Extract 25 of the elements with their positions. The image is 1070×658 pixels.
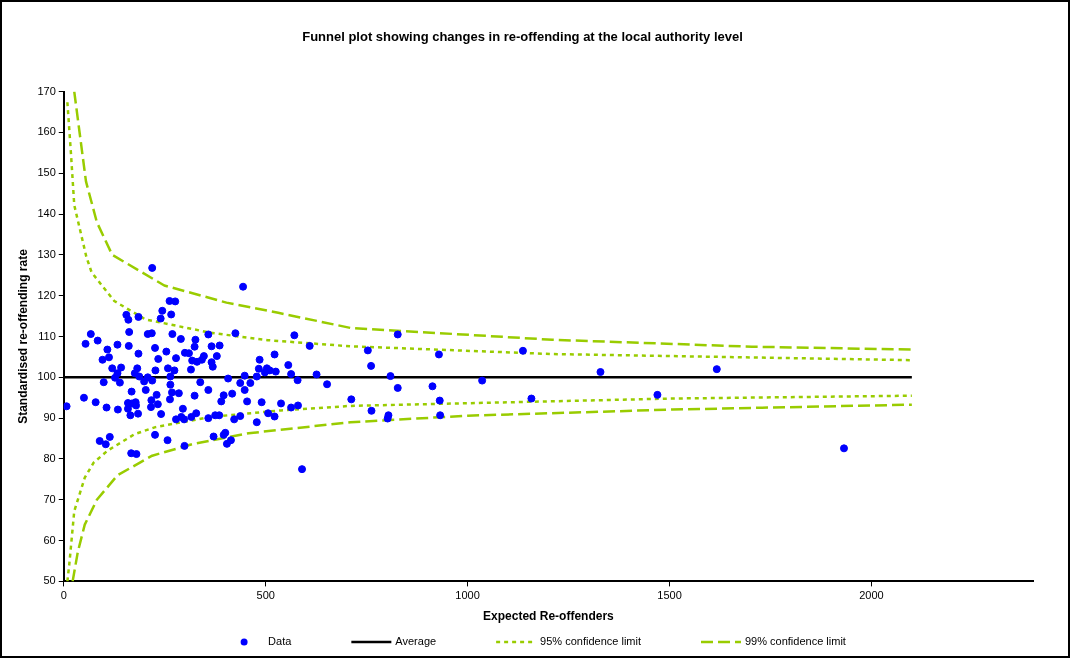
legend-label: Data xyxy=(268,635,293,648)
y-axis-title: Standardised re-offending rate xyxy=(15,248,30,424)
legend-label: Average xyxy=(395,635,437,648)
legend-label: 99% confidence limit xyxy=(745,635,846,648)
x-tick-label: 2000 xyxy=(859,589,884,602)
x-tick-label: 500 xyxy=(256,589,275,602)
y-tick-label: 60 xyxy=(43,533,56,546)
y-tick-label: 80 xyxy=(43,451,56,464)
y-tick-label: 90 xyxy=(43,411,56,424)
legend-label: 95% confidence limit xyxy=(540,635,642,648)
y-tick-label: 120 xyxy=(37,288,56,301)
x-axis-title: Expected Re-offenders xyxy=(483,609,615,624)
y-tick-label: 130 xyxy=(37,247,56,260)
y-tick-label: 70 xyxy=(43,492,56,505)
y-tick-label: 100 xyxy=(37,370,56,383)
y-tick-label: 160 xyxy=(37,125,56,138)
x-tick-label: 0 xyxy=(60,589,67,602)
y-tick-label: 110 xyxy=(38,329,56,342)
y-tick-label: 50 xyxy=(43,574,56,587)
y-tick-label: 140 xyxy=(37,207,56,220)
x-tick-label: 1500 xyxy=(657,589,682,602)
y-tick-label: 170 xyxy=(37,84,56,97)
y-tick-label: 150 xyxy=(37,166,56,179)
x-tick-label: 1000 xyxy=(455,589,480,602)
chart-title: Funnel plot showing changes in re-offending at the local authority level xyxy=(302,29,743,45)
